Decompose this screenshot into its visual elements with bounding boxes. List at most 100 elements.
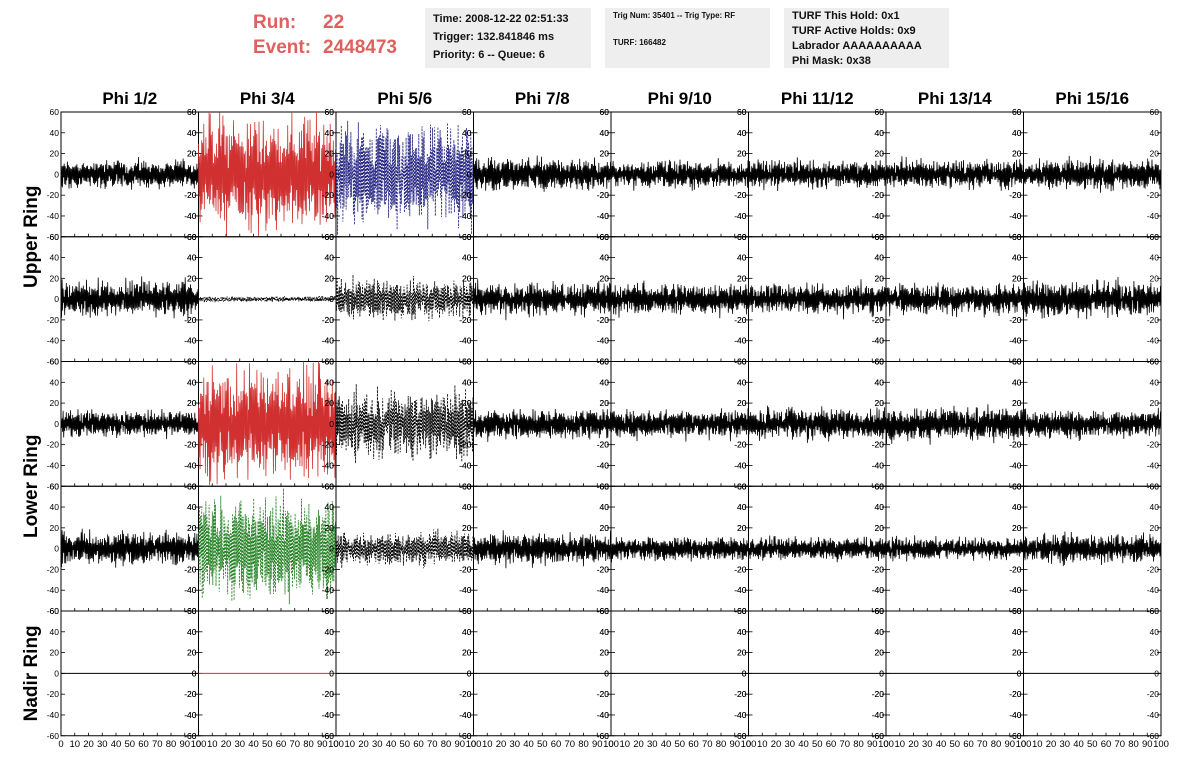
y-tick-label: -40 (597, 211, 610, 221)
waveform-trace (885, 535, 1024, 562)
waveform-trace (473, 408, 612, 442)
y-tick-label: 60 (1012, 107, 1022, 117)
y-tick-label: -40 (872, 460, 885, 470)
y-tick-label: 40 (875, 377, 885, 387)
y-tick-label: -40 (872, 336, 885, 346)
y-tick-label: -20 (734, 689, 747, 699)
y-tick-label: -40 (1009, 336, 1022, 346)
x-tick-label: 50 (124, 739, 135, 750)
y-tick-label: 60 (600, 606, 610, 616)
y-tick-label: 20 (1012, 273, 1022, 283)
x-tick-label: 90 (317, 739, 328, 750)
waveform-trace (885, 404, 1024, 445)
y-tick-label: 40 (325, 377, 335, 387)
x-tick-label: 80 (1128, 739, 1139, 750)
time-info-box: Time: 2008-12-22 02:51:33 Trigger: 132.8… (425, 8, 591, 68)
run-line: Run: 22 (253, 10, 397, 35)
y-tick-label: -20 (1147, 564, 1160, 574)
y-tick-label: 60 (600, 107, 610, 117)
y-tick-label: 60 (875, 357, 885, 367)
y-tick-label: 0 (54, 419, 59, 429)
y-tick-label: 60 (600, 357, 610, 367)
y-tick-label: -40 (597, 336, 610, 346)
y-tick-label: 60 (462, 357, 472, 367)
y-tick-label: 40 (187, 502, 197, 512)
y-tick-label: 0 (879, 169, 884, 179)
y-tick-label: 60 (187, 357, 197, 367)
y-tick-label: 60 (50, 107, 60, 117)
y-tick-label: 0 (192, 294, 197, 304)
y-tick-label: 20 (325, 149, 335, 159)
y-tick-label: 60 (462, 357, 472, 367)
waveform-trace (748, 535, 887, 563)
x-tick-label: 10 (344, 739, 355, 750)
y-tick-label: 40 (875, 377, 885, 387)
y-tick-label: 40 (462, 128, 472, 138)
x-tick-label: 10 (482, 739, 493, 750)
y-tick-label: -40 (459, 460, 472, 470)
y-tick-label: 20 (187, 648, 197, 658)
y-tick-label: 40 (875, 502, 885, 512)
y-tick-label: -40 (1009, 585, 1022, 595)
waveform-trace (748, 157, 887, 192)
y-tick-label: 40 (875, 253, 885, 263)
y-tick-label: 60 (1150, 357, 1160, 367)
y-tick-label: -40 (459, 585, 472, 595)
x-tick-label: 20 (1046, 739, 1057, 750)
x-tick-label: 70 (977, 739, 988, 750)
y-tick-label: -20 (1147, 315, 1160, 325)
x-tick-label: 0 (58, 739, 63, 750)
y-tick-label: -20 (1147, 190, 1160, 200)
y-tick-label: -40 (734, 585, 747, 595)
y-tick-label: 20 (1012, 149, 1022, 159)
y-tick-label: -40 (734, 460, 747, 470)
y-tick-label: 40 (1012, 128, 1022, 138)
x-tick-label: 10 (894, 739, 905, 750)
waveform-trace (610, 158, 749, 191)
y-tick-label: 20 (50, 149, 60, 159)
y-tick-label: -40 (1009, 710, 1022, 720)
turf-hold-line: TURF This Hold: 0x1 (792, 10, 900, 22)
y-tick-label: 20 (875, 149, 885, 159)
y-tick-label: 60 (1150, 232, 1160, 242)
y-tick-label: 60 (875, 481, 885, 491)
y-tick-label: 60 (600, 481, 610, 491)
y-tick-label: 60 (325, 107, 335, 117)
column-header: Phi 15/16 (1055, 89, 1129, 108)
y-tick-label: -40 (459, 585, 472, 595)
y-tick-label: -20 (184, 564, 197, 574)
y-tick-label: 40 (1150, 377, 1160, 387)
waveform-trace (60, 156, 199, 190)
y-tick-label: 60 (1150, 606, 1160, 616)
y-tick-label: 20 (187, 149, 197, 159)
y-tick-label: 60 (1012, 481, 1022, 491)
y-tick-label: -40 (1009, 211, 1022, 221)
y-tick-label: 60 (1012, 232, 1022, 242)
y-tick-label: 20 (462, 648, 472, 658)
y-tick-label: 40 (462, 627, 472, 637)
y-tick-label: 40 (600, 253, 610, 263)
y-tick-label: 40 (875, 627, 885, 637)
x-tick-label: 60 (551, 739, 562, 750)
y-tick-label: -60 (322, 731, 335, 741)
y-tick-label: 20 (1150, 273, 1160, 283)
y-tick-label: -60 (47, 481, 60, 491)
y-tick-label: -40 (872, 585, 885, 595)
trigger-line: Trigger: 132.841846 ms (433, 31, 555, 43)
x-tick-label: 70 (289, 739, 300, 750)
y-tick-label: -20 (1147, 689, 1160, 699)
y-tick-label: 60 (325, 232, 335, 242)
y-tick-label: -40 (459, 336, 472, 346)
y-tick-label: 40 (187, 627, 197, 637)
y-tick-label: 20 (1150, 398, 1160, 408)
y-tick-label: 0 (604, 419, 609, 429)
y-tick-label: 60 (462, 606, 472, 616)
y-tick-label: 40 (462, 253, 472, 263)
x-tick-label: 0 (608, 739, 613, 750)
y-tick-label: 60 (187, 232, 197, 242)
y-tick-label: 40 (1150, 253, 1160, 263)
